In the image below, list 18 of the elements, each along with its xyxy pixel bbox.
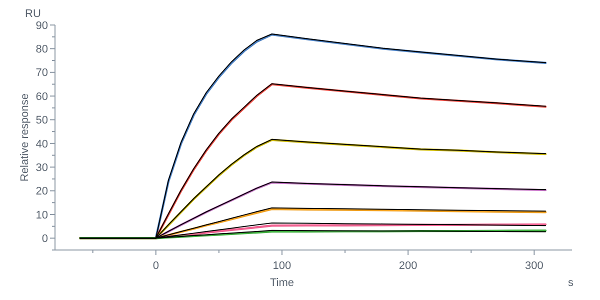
- x-axis-title: Time: [270, 277, 294, 289]
- y-tick-label: 70: [36, 67, 48, 80]
- y-tick-label: 90: [36, 20, 48, 32]
- y-tick-label: 50: [36, 114, 48, 127]
- text: s: [568, 277, 574, 289]
- y-axis-title: Relative response: [19, 93, 31, 182]
- y-tick-label: 60: [36, 90, 48, 103]
- x-tick-label: 0: [152, 260, 159, 272]
- text: RU: [25, 8, 41, 20]
- y-tick-label: 80: [36, 44, 48, 56]
- x-tick-label: 200: [398, 260, 418, 272]
- x-tick-label: 300: [524, 260, 544, 272]
- y-tick-label: 0: [42, 233, 48, 246]
- y-tick-label: 10: [36, 209, 48, 222]
- x-tick-label: 100: [272, 260, 292, 272]
- y-tick-label: 30: [36, 162, 48, 174]
- y-tick-label: 20: [36, 186, 48, 198]
- y-tick-label: 40: [36, 138, 48, 150]
